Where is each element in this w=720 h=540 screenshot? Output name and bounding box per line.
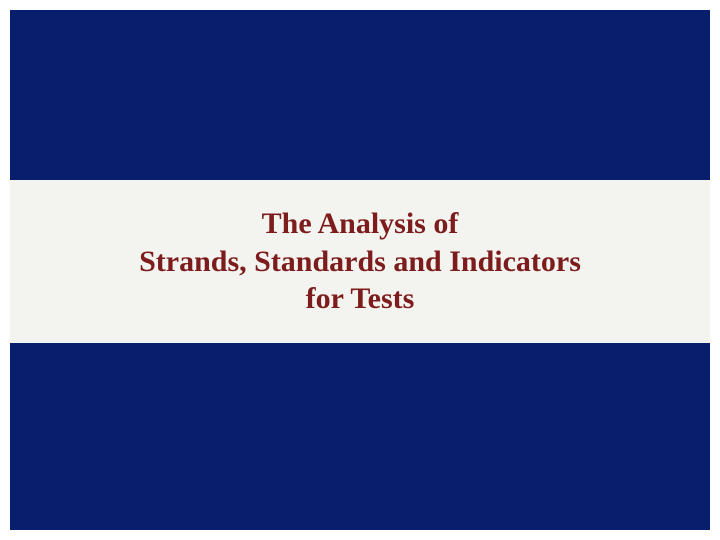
slide-inner: The Analysis of Strands, Standards and I… [10, 10, 710, 530]
slide-outer-frame: The Analysis of Strands, Standards and I… [0, 0, 720, 540]
title-line-3: for Tests [306, 282, 415, 315]
title-line-2: Strands, Standards and Indicators [139, 245, 581, 278]
title-line-1: The Analysis of [262, 207, 459, 240]
top-band [10, 10, 710, 180]
bottom-band [10, 343, 710, 531]
slide-title: The Analysis of Strands, Standards and I… [139, 205, 581, 318]
title-band: The Analysis of Strands, Standards and I… [10, 180, 710, 343]
